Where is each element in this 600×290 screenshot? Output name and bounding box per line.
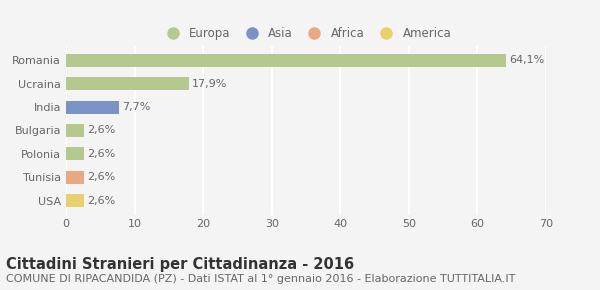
Text: 2,6%: 2,6% — [87, 149, 116, 159]
Bar — [66, 77, 189, 90]
Bar — [66, 124, 84, 137]
Text: 7,7%: 7,7% — [122, 102, 151, 112]
Text: 64,1%: 64,1% — [509, 55, 544, 66]
Text: 2,6%: 2,6% — [87, 195, 116, 206]
Bar — [66, 147, 84, 160]
Text: 2,6%: 2,6% — [87, 172, 116, 182]
Bar — [66, 54, 506, 67]
Text: 17,9%: 17,9% — [192, 79, 227, 89]
Bar — [66, 194, 84, 207]
Text: 2,6%: 2,6% — [87, 126, 116, 135]
Bar — [66, 101, 119, 114]
Text: Cittadini Stranieri per Cittadinanza - 2016: Cittadini Stranieri per Cittadinanza - 2… — [6, 257, 354, 272]
Text: COMUNE DI RIPACANDIDA (PZ) - Dati ISTAT al 1° gennaio 2016 - Elaborazione TUTTIT: COMUNE DI RIPACANDIDA (PZ) - Dati ISTAT … — [6, 274, 515, 284]
Legend: Europa, Asia, Africa, America: Europa, Asia, Africa, America — [156, 22, 456, 44]
Bar — [66, 171, 84, 184]
